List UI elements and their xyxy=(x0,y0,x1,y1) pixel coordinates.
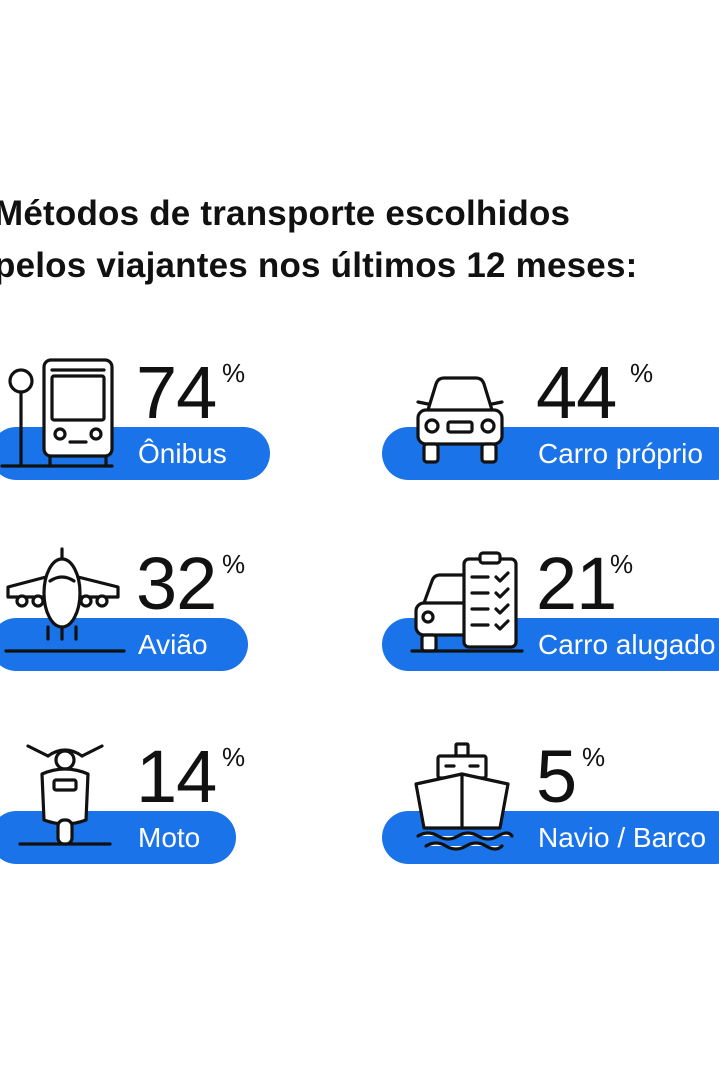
scooter-icon xyxy=(18,740,112,852)
label-pill xyxy=(0,811,236,864)
rental-car-icon xyxy=(410,547,524,659)
percent-symbol: % xyxy=(630,358,654,388)
label-pill xyxy=(0,618,248,671)
stat-scooter: 14 % Moto xyxy=(0,740,340,870)
percent-symbol: % xyxy=(222,742,246,772)
stat-rental-car: 21 % Carro alugado xyxy=(382,542,719,677)
percent-value: 14 xyxy=(136,735,217,818)
label-text: Navio / Barco xyxy=(538,822,707,853)
title-line-2: pelos viajantes nos últimos 12 meses: xyxy=(0,246,638,285)
percent-value: 21 xyxy=(536,542,617,625)
percent-value: 74 xyxy=(136,351,217,434)
percent-symbol: % xyxy=(610,549,634,579)
label-text: Carro próprio xyxy=(538,438,703,469)
title-line-1: Métodos de transporte escolhidos xyxy=(0,194,571,233)
percent-symbol: % xyxy=(222,549,246,579)
label-text: Moto xyxy=(138,822,201,853)
percent-symbol: % xyxy=(222,358,246,388)
percent-value: 5 xyxy=(536,735,577,818)
label-text: Ônibus xyxy=(138,438,227,469)
percent-value: 32 xyxy=(136,542,217,625)
page-title: Métodos de transporte escolhidos pelos v… xyxy=(0,188,637,292)
bus-icon xyxy=(0,356,120,468)
percent-value: 44 xyxy=(536,351,617,434)
stat-airplane: 32 % Avião xyxy=(0,547,340,677)
stat-own-car: 44 % Carro próprio xyxy=(382,351,719,486)
stat-bus: 74 % Ônibus xyxy=(0,356,340,486)
car-icon xyxy=(414,356,506,468)
stat-ship: 5 % Navio / Barco xyxy=(382,735,719,870)
airplane-icon xyxy=(4,547,126,659)
label-text: Carro alugado xyxy=(538,629,716,660)
percent-symbol: % xyxy=(582,742,606,772)
label-text: Avião xyxy=(138,629,208,660)
ship-icon xyxy=(412,740,514,852)
